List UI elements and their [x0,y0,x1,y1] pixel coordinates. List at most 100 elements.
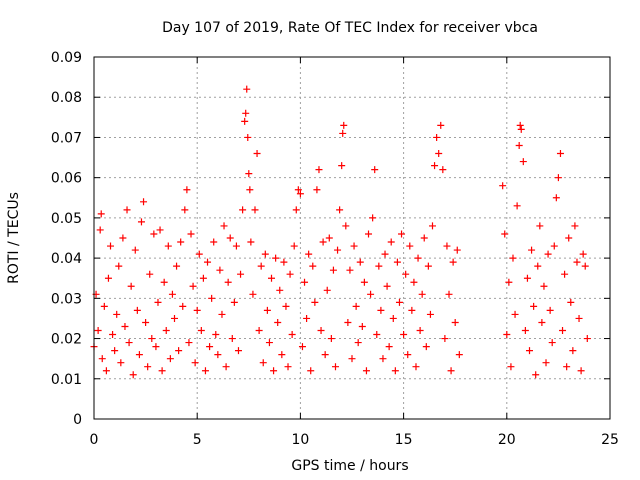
y-tick-label: 0.06 [51,171,82,187]
data-point [148,335,156,343]
data-point [261,250,269,258]
data-point [303,314,311,322]
data-point [365,230,373,238]
data-point [569,347,577,355]
data-point [331,363,339,371]
data-point [315,166,323,174]
data-point [113,310,121,318]
data-point [131,246,139,254]
data-point [232,242,240,250]
data-point [237,270,245,278]
data-point [239,206,247,214]
data-point [206,343,214,351]
data-point [104,274,112,282]
data-point [222,363,230,371]
data-point [162,327,170,335]
data-point [119,234,127,242]
data-point [265,339,273,347]
data-point [98,355,106,363]
data-point [422,343,430,351]
data-point [383,282,391,290]
data-point [583,335,591,343]
data-point [348,355,356,363]
data-point [516,121,524,129]
data-point [144,363,152,371]
axis-ticks [93,56,611,420]
data-point [282,302,290,310]
data-point [244,133,252,141]
data-point [292,206,300,214]
data-point [346,266,354,274]
x-tick-label: 10 [291,432,309,448]
data-point [204,258,212,266]
data-point [125,339,133,347]
data-point [339,129,347,137]
data-point [521,327,529,335]
data-point [523,274,531,282]
data-point [375,262,383,270]
x-tick-label: 5 [193,432,202,448]
data-point [270,367,278,375]
data-points [90,85,591,379]
data-point [216,266,224,274]
data-point [164,242,172,250]
data-point [245,170,253,178]
data-point [439,166,447,174]
data-point [534,262,542,270]
data-point [420,234,428,242]
data-point [210,238,218,246]
data-point [230,298,238,306]
data-point [373,331,381,339]
data-point [548,339,556,347]
data-point [499,182,507,190]
data-point [538,318,546,326]
data-point [263,306,271,314]
data-point [135,351,143,359]
data-point [321,351,329,359]
data-point [530,302,538,310]
data-point [424,262,432,270]
data-point [379,355,387,363]
data-point [212,331,220,339]
data-point [272,254,280,262]
data-point [288,331,296,339]
data-point [410,278,418,286]
data-point [449,258,457,266]
grid-lines [94,57,610,419]
data-point [251,206,259,214]
data-point [352,302,360,310]
data-point [311,298,319,306]
data-point [189,282,197,290]
data-point [97,210,105,218]
y-tick-label: 0.04 [51,251,82,267]
data-point [100,302,108,310]
data-point [218,310,226,318]
data-point [381,250,389,258]
data-point [515,141,523,149]
data-point [571,222,579,230]
data-point [447,367,455,375]
data-point [117,359,125,367]
data-point [350,242,358,250]
data-point [418,290,426,298]
data-point [367,290,375,298]
data-point [137,218,145,226]
data-point [395,298,403,306]
data-point [565,234,573,242]
data-point [433,133,441,141]
data-point [400,331,408,339]
data-point [505,278,513,286]
data-point [567,298,575,306]
x-axis-tick-labels: 0 5 10 15 20 25 [90,432,619,448]
data-point [426,310,434,318]
data-point [334,246,342,254]
data-point [102,367,110,375]
data-point [276,286,284,294]
data-point [177,238,185,246]
data-point [354,339,362,347]
data-point [195,250,203,258]
data-point [234,347,242,355]
data-point [507,363,515,371]
data-point [453,246,461,254]
y-tick-label: 0.02 [51,332,82,348]
